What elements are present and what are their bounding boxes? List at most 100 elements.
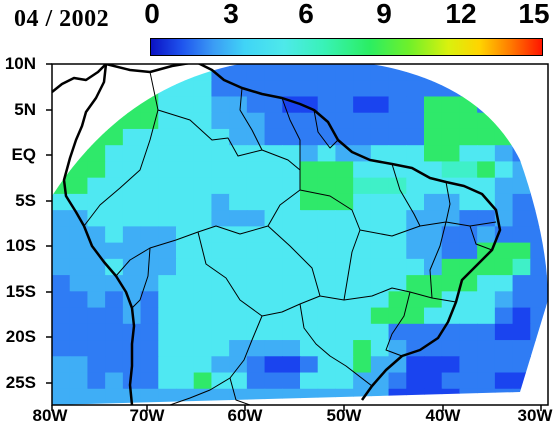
- grid-cell: [211, 161, 230, 179]
- grid-cell: [335, 340, 354, 357]
- grid-cell: [370, 291, 390, 309]
- grid-cell: [317, 275, 337, 292]
- grid-cell: [229, 64, 248, 81]
- grid-cell: [176, 145, 195, 163]
- grid-cell: [140, 291, 159, 309]
- grid-cell: [158, 177, 177, 195]
- country-borders: [52, 64, 502, 405]
- grid-cell: [477, 128, 496, 146]
- grid-cell: [52, 323, 71, 341]
- grid-cell: [176, 307, 195, 325]
- grid-cell: [388, 291, 407, 309]
- grid-cell: [211, 291, 230, 309]
- grid-cell: [122, 372, 142, 390]
- grid-cell: [122, 323, 142, 341]
- grid-cell: [300, 323, 319, 341]
- grid-cell: [211, 275, 230, 292]
- grid-cell: [512, 340, 531, 357]
- grid-cell: [441, 128, 461, 146]
- grid-cell: [300, 226, 319, 244]
- lon-label-80w: 80W: [32, 406, 68, 425]
- grid-cell: [246, 193, 266, 211]
- grid-cell: [512, 177, 531, 195]
- grid-cell: [264, 356, 283, 374]
- grid-cell: [424, 258, 443, 276]
- grid-cell: [494, 275, 514, 292]
- grid-cell: [52, 193, 71, 211]
- colorbar: [150, 38, 543, 56]
- grid-cell: [122, 275, 142, 292]
- grid-cell: [441, 96, 461, 114]
- grid-cell: [424, 96, 443, 114]
- colorbar-tick-9: 9: [376, 0, 392, 29]
- grid-cell: [353, 275, 372, 292]
- grid-cell: [229, 161, 248, 179]
- grid-cell: [246, 323, 266, 341]
- grid-cell: [353, 226, 372, 244]
- grid-cell: [264, 128, 283, 146]
- grid-cell: [459, 145, 478, 163]
- grid-cell: [494, 323, 514, 341]
- grid-cell: [353, 210, 372, 227]
- grid-cell: [317, 340, 337, 357]
- date-title: 04 / 2002: [14, 6, 110, 32]
- grid-cell: [158, 96, 177, 114]
- grid-cell: [87, 388, 106, 405]
- grid-cell: [158, 128, 177, 146]
- grid-cell: [300, 161, 319, 179]
- grid-cell: [406, 128, 425, 146]
- grid-cell: [158, 242, 177, 260]
- grid-cell: [211, 340, 230, 357]
- grid-cell: [335, 161, 354, 179]
- grid-cell: [105, 323, 124, 341]
- grid-cell: [282, 291, 301, 309]
- grid-cell: [229, 340, 248, 357]
- grid-cell: [494, 291, 514, 309]
- grid-cell: [52, 388, 71, 405]
- grid-cell: [229, 258, 248, 276]
- grid-cell: [388, 242, 407, 260]
- grid-cell: [264, 372, 283, 390]
- grid-cell: [335, 112, 354, 130]
- grid-cell: [335, 275, 354, 292]
- grid-cell: [353, 323, 372, 341]
- grid-cell: [87, 291, 106, 309]
- grid-cell: [406, 226, 425, 244]
- grid-cell: [246, 96, 266, 114]
- grid-cell: [388, 210, 407, 227]
- grid-cell: [335, 372, 354, 390]
- grid-cell: [69, 291, 89, 309]
- grid-cell: [158, 161, 177, 179]
- grid-cell: [176, 291, 195, 309]
- grid-cell: [477, 177, 496, 195]
- grid-cell: [229, 323, 248, 341]
- lat-label-15s: 15S: [5, 282, 36, 301]
- grid-cell: [52, 340, 71, 357]
- grid-cell: [246, 258, 266, 276]
- grid-cell: [335, 145, 354, 163]
- grid-cell: [264, 275, 283, 292]
- grid-cell: [264, 112, 283, 130]
- grid-cell: [300, 372, 319, 390]
- grid-cell: [282, 323, 301, 341]
- grid-cell: [246, 275, 266, 292]
- grid-cell: [211, 193, 230, 211]
- grid-cell: [441, 193, 461, 211]
- colorbar-tick-0: 0: [144, 0, 160, 29]
- grid-cell: [158, 275, 177, 292]
- grid-cell: [388, 80, 407, 98]
- grid-cell: [176, 275, 195, 292]
- grid-cell: [424, 226, 443, 244]
- grid-cell: [300, 210, 319, 227]
- lon-label-30w: 30W: [517, 406, 553, 425]
- grid-cell: [317, 193, 337, 211]
- grid-cell: [477, 291, 496, 309]
- grid-cell: [300, 145, 319, 163]
- grid-cell: [69, 340, 89, 357]
- grid-cell: [317, 291, 337, 309]
- grid-cell: [246, 145, 266, 163]
- lat-label-20s: 20S: [5, 327, 36, 346]
- grid-cell: [512, 323, 531, 341]
- grid-cell: [246, 242, 266, 260]
- grid-cell: [193, 275, 213, 292]
